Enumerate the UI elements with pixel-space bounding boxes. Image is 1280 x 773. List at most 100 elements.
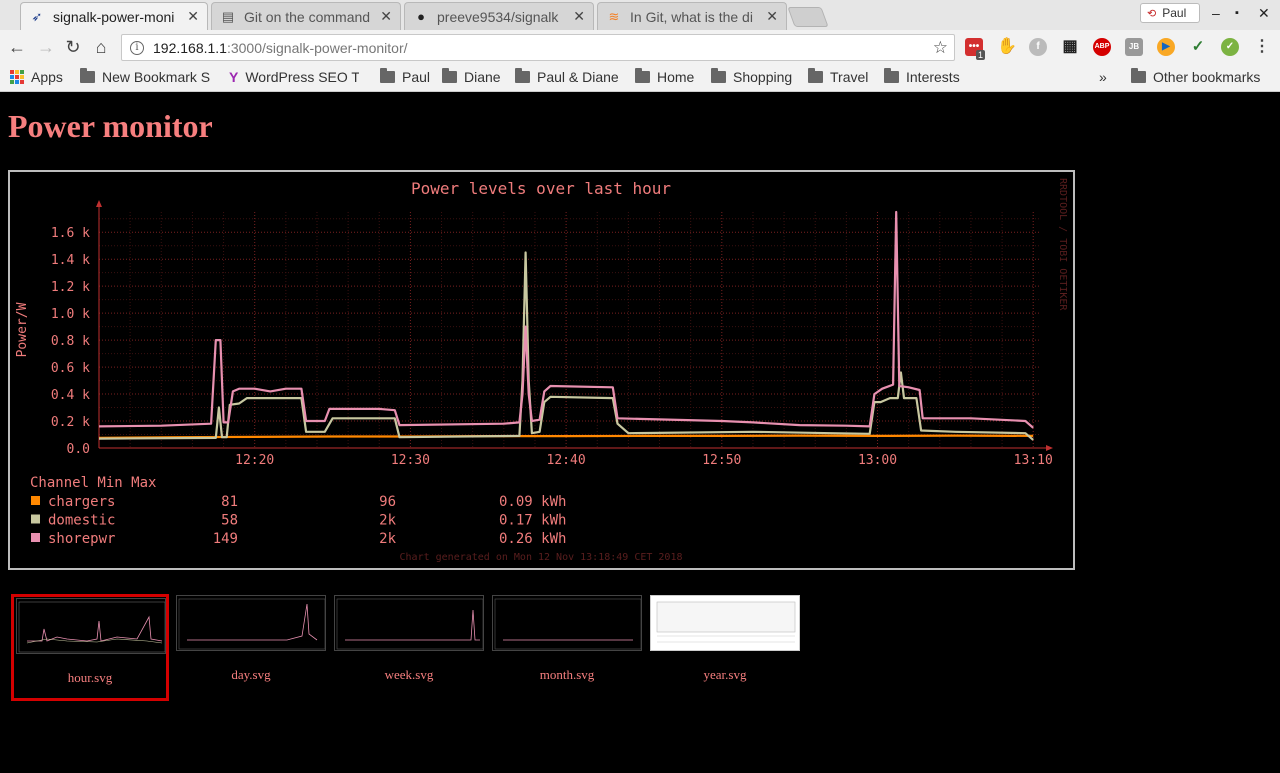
x-tick-label: 12:20 [235,453,274,468]
thumbnail-selection-outline [11,594,169,701]
bookmark-folder[interactable]: Travel [808,68,869,85]
url-path: :3000/signalk-power-monitor/ [226,39,408,56]
extension-shield-icon[interactable]: ✓ [1221,38,1239,56]
folder-icon [80,68,95,83]
other-bookmarks[interactable]: Other bookmarks [1131,68,1261,85]
chart-footer: Chart generated on Mon 12 Nov 13:18:49 C… [400,552,683,563]
folder-icon [515,68,530,83]
y-tick-label: 0.2 k [51,415,90,430]
profile-button[interactable]: ⟲ Paul [1140,3,1200,23]
github-icon: ● [417,8,425,24]
close-icon[interactable]: ✕ [766,8,778,24]
tab-stackoverflow[interactable]: ≋ In Git, what is the di ✕ [597,2,787,30]
bookmark-wordpress[interactable]: Y WordPress SEO T [229,69,359,85]
power-chart: 0.0 0.2 k 0.4 k 0.6 k 0.8 k 1.0 k 1.2 k 1.4 k 1.… [8,170,1075,570]
folder-icon [442,68,457,83]
minimize-icon[interactable]: – [1212,5,1220,21]
series-line-chargers [98,434,1034,439]
legend-min-value: 149 [213,531,238,547]
close-icon[interactable]: ✕ [380,8,392,24]
bookmark-label: Interests [906,69,960,85]
bookmark-folder[interactable]: Diane [442,68,501,85]
legend-swatch-domestic [31,514,40,524]
home-icon[interactable]: ⌂ [95,37,107,57]
page-title: Power monitor [8,108,213,144]
tab-github[interactable]: ● preeve9534/signalk ✕ [404,2,594,30]
info-icon[interactable]: i [130,40,144,55]
y-tick-label: 0.6 k [51,361,90,376]
bookmark-label: Diane [464,69,501,85]
forward-icon[interactable]: → [37,37,55,57]
legend-energy-value: 0.09 kWh [499,494,566,510]
bookmark-folder[interactable]: Home [635,68,695,85]
legend-header: Channel Min Max [30,475,156,491]
apps-icon [10,70,24,84]
close-icon[interactable]: ✕ [573,8,585,24]
chart-title: Power levels over last hour [411,179,671,198]
bookmark-folder[interactable]: Paul [380,68,430,85]
y-tick-label: 1.2 k [51,280,90,295]
extension-f-icon[interactable]: f [1029,38,1047,56]
maximize-icon[interactable]: ▪ [1235,7,1239,19]
tab-git-command[interactable]: ▤ Git on the command ✕ [211,2,401,30]
adblock-icon[interactable]: ABP [1093,38,1111,56]
extension-play-icon[interactable]: ▶ [1157,38,1175,56]
profile-name: Paul [1162,6,1187,20]
y-axis-arrow [96,200,102,207]
tab-title: In Git, what is the di [630,8,753,25]
x-tick-label: 12:30 [391,453,430,468]
x-tick-label: 12:40 [547,453,586,468]
bookmark-label: Other bookmarks [1153,69,1261,85]
window-close-icon[interactable]: ✕ [1258,5,1270,21]
thumbnail-image [176,595,326,651]
tab-signalk-power-monitor[interactable]: ➶ signalk-power-moni ✕ [20,2,208,30]
tab-title: signalk-power-moni [53,8,175,25]
thumbnail-label: week.svg [384,667,434,682]
bookmark-star-icon[interactable]: ☆ [932,38,948,57]
bookmark-apps[interactable]: Apps [10,69,63,85]
power-chart-svg: 0.0 0.2 k 0.4 k 0.6 k 0.8 k 1.0 k 1.2 k 1.4 k 1.… [15,178,1068,563]
bookmark-label: Apps [31,69,63,85]
extension-jb-icon[interactable]: JB [1125,38,1143,56]
y-tick-label: 0.4 k [51,388,90,403]
x-tick-label: 13:00 [858,453,897,468]
folder-icon [808,68,823,83]
extension-grid-icon[interactable]: ▦ [1062,38,1078,55]
wordpress-seo-icon: Y [229,69,239,85]
close-icon[interactable]: ✕ [187,8,199,24]
reload-icon[interactable]: ↻ [65,37,81,57]
thumbnail-image [650,595,800,651]
signalk-icon: ➶ [31,8,43,24]
bookmark-label: Paul & Diane [537,69,619,85]
tab-title: Git on the command [244,8,371,25]
bookmark-folder[interactable]: Paul & Diane [515,68,619,85]
bookmark-label: Home [657,69,695,85]
bookmark-folder[interactable]: Shopping [711,68,792,85]
legend-energy-value: 0.17 kWh [499,513,566,529]
bookmarks-bar: Apps New Bookmark S Y WordPress SEO T Pa… [0,65,1280,92]
document-icon: ▤ [221,8,235,24]
address-bar[interactable]: i 192.168.1.1 :3000/signalk-power-monito… [121,34,955,61]
rrdtool-credit: RRDTOOL / TOBI OETIKER [1057,178,1068,311]
legend-max-value: 2k [379,531,396,547]
legend-channel-name: shorepwr [48,531,115,547]
y-tick-label: 1.0 k [51,307,90,322]
legend-channel-name: domestic [48,513,115,529]
y-tick-label: 0.8 k [51,334,90,349]
y-tick-label: 1.6 k [51,226,90,241]
bookmarks-overflow-button[interactable]: » [1099,69,1107,85]
thumbnail-label: day.svg [231,667,271,682]
bookmark-label: Travel [830,69,869,85]
bookmark-folder[interactable]: Interests [884,68,960,85]
legend-swatch-shorepwr [31,533,40,542]
extension-check-icon[interactable]: ✓ [1191,38,1205,55]
menu-icon[interactable]: ⋮ [1254,38,1270,55]
new-tab-button[interactable] [787,7,829,27]
back-icon[interactable]: ← [8,37,26,57]
extension-gnome-icon[interactable]: ✋ [997,38,1017,55]
url-host: 192.168.1.1 [153,39,227,56]
y-tick-label: 1.4 k [51,253,90,268]
bookmark-folder[interactable]: New Bookmark S [80,68,210,85]
thumbnail-label: year.svg [703,667,747,682]
tab-title: preeve9534/signalk [437,8,559,25]
